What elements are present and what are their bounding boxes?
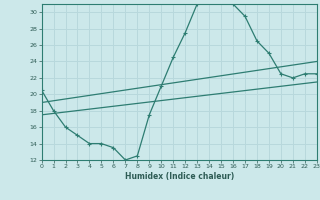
X-axis label: Humidex (Indice chaleur): Humidex (Indice chaleur) — [124, 172, 234, 181]
